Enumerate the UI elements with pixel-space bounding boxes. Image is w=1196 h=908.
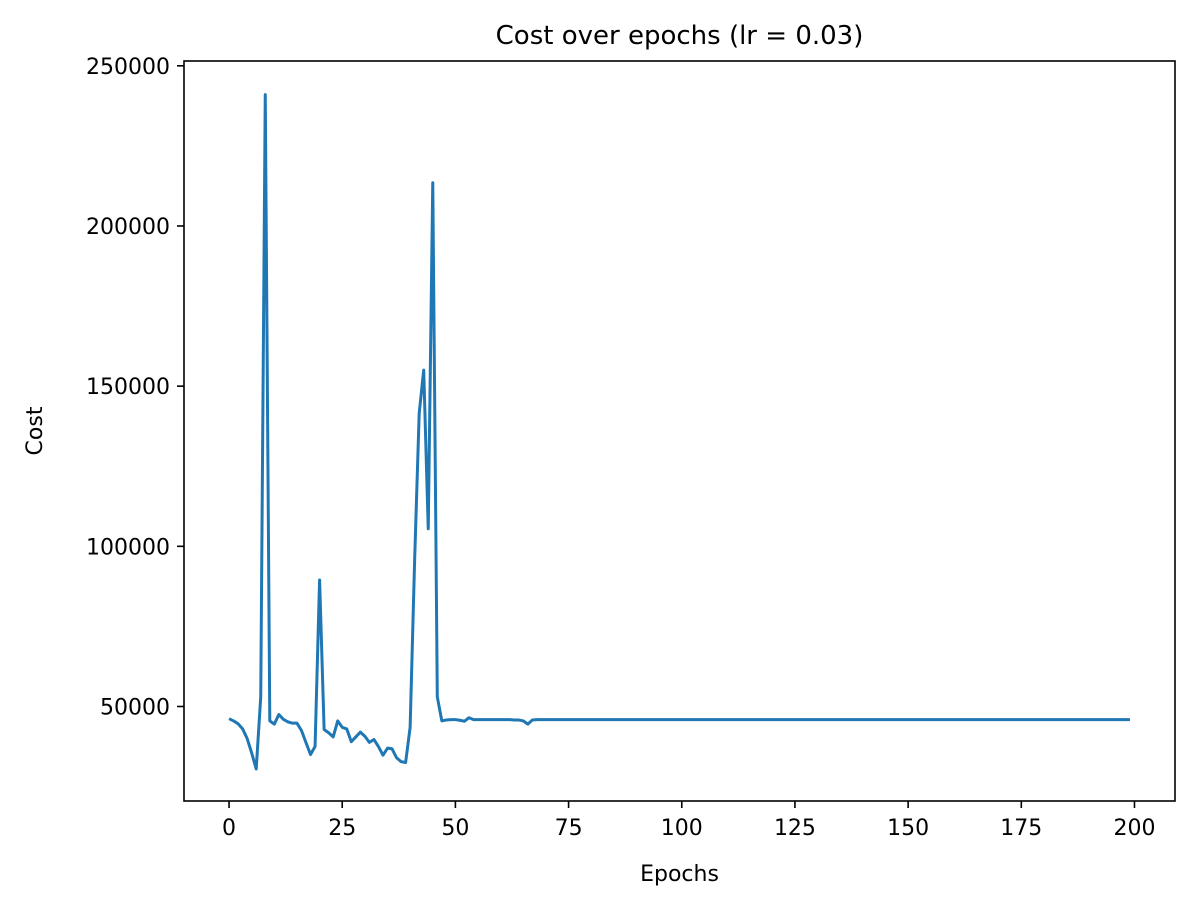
x-tick-label: 0	[222, 816, 236, 841]
chart-title: Cost over epochs (lr = 0.03)	[496, 21, 864, 51]
plot-frame	[183, 60, 1176, 802]
y-tick-label: 50000	[100, 695, 170, 720]
x-tick-label: 50	[441, 816, 469, 841]
x-tick-label: 100	[661, 816, 703, 841]
x-tick-label: 200	[1113, 816, 1155, 841]
y-tick-label: 100000	[86, 535, 170, 560]
x-tick-label: 125	[774, 816, 816, 841]
y-tick-label: 200000	[86, 215, 170, 240]
y-axis-label: Cost	[23, 406, 48, 455]
x-axis-label: Epochs	[640, 862, 719, 887]
cost-series-line	[228, 93, 1130, 771]
x-tick-label: 175	[1000, 816, 1042, 841]
x-tick-label: 25	[328, 816, 356, 841]
x-tick-label: 150	[887, 816, 929, 841]
y-tick-label: 250000	[86, 55, 170, 80]
x-tick-label: 75	[555, 816, 583, 841]
y-tick-label: 150000	[86, 375, 170, 400]
